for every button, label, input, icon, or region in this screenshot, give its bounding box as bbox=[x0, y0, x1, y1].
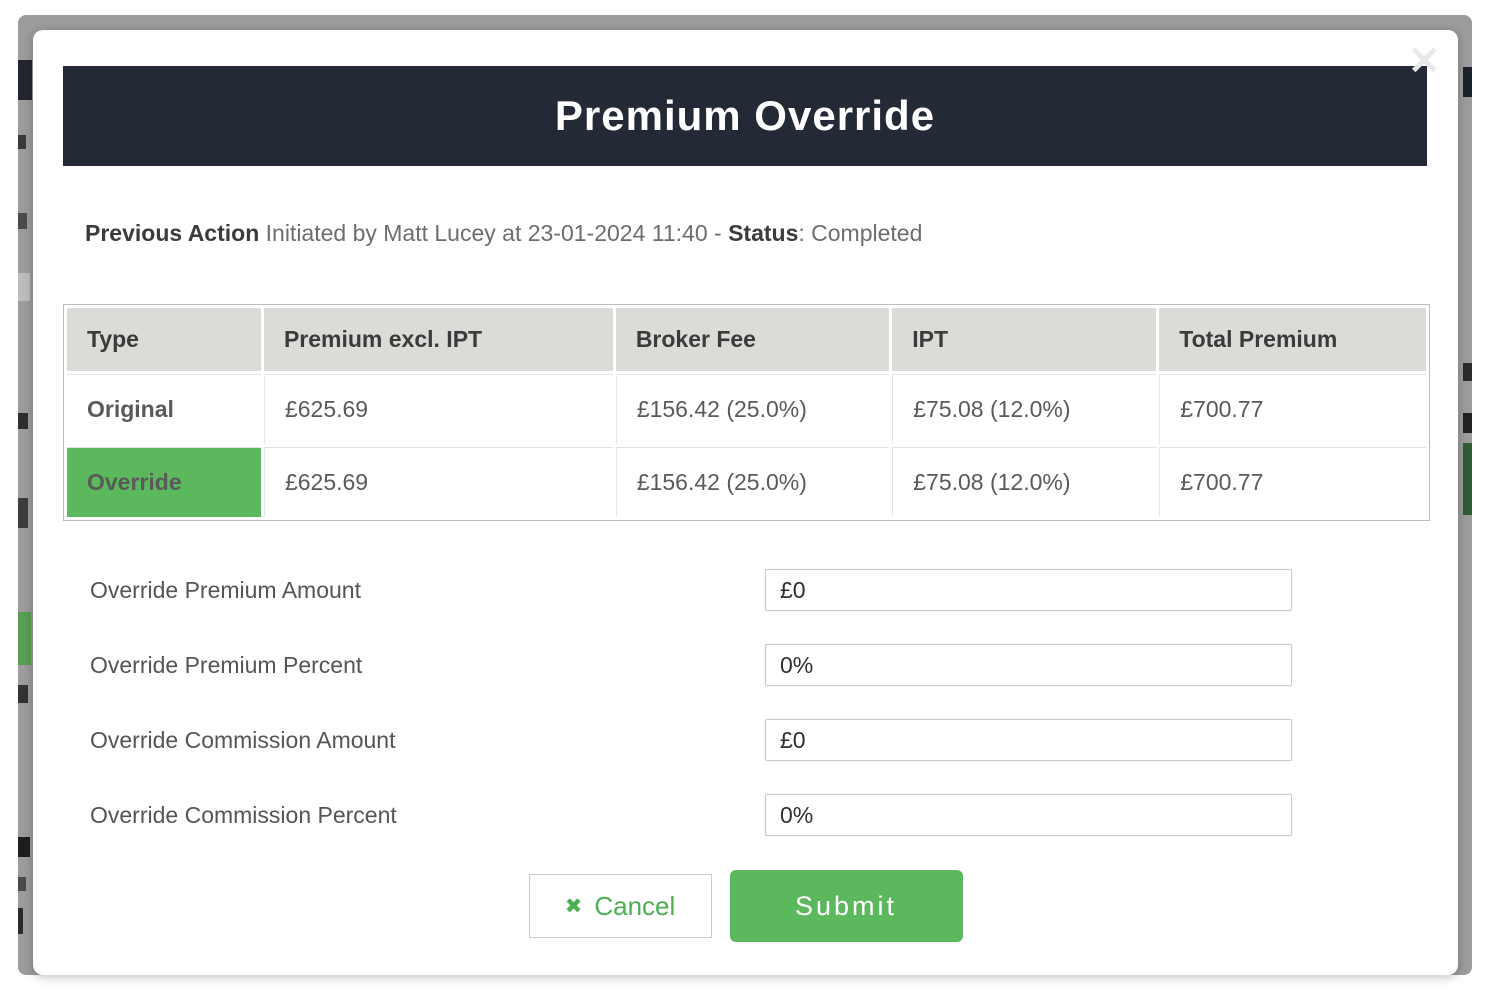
original-premium-excl-ipt: £625.69 bbox=[263, 374, 613, 444]
override-commission-percent-label: Override Commission Percent bbox=[90, 801, 397, 828]
occluded-page-fragment bbox=[1463, 67, 1472, 97]
occluded-page-fragment bbox=[18, 837, 30, 857]
override-form: Override Premium Amount Override Premium… bbox=[33, 569, 1458, 836]
original-total-premium: £700.77 bbox=[1159, 374, 1426, 444]
occluded-page-fragment bbox=[18, 685, 28, 703]
override-premium-amount-input[interactable] bbox=[765, 569, 1292, 611]
occluded-page-fragment bbox=[1463, 363, 1472, 381]
premium-override-modal: × Premium Override Previous Action Initi… bbox=[33, 30, 1458, 975]
previous-action-label: Previous Action bbox=[85, 220, 260, 246]
form-row-premium-percent: Override Premium Percent bbox=[90, 644, 1292, 686]
override-total-premium: £700.77 bbox=[1159, 447, 1426, 517]
override-premium-percent-input[interactable] bbox=[765, 644, 1292, 686]
cancel-button[interactable]: ✖ Cancel bbox=[528, 874, 712, 938]
submit-button[interactable]: Submit bbox=[729, 870, 963, 942]
occluded-page-fragment bbox=[18, 612, 31, 665]
override-broker-fee: £156.42 (25.0%) bbox=[615, 447, 890, 517]
original-broker-fee: £156.42 (25.0%) bbox=[615, 374, 890, 444]
override-premium-percent-label: Override Premium Percent bbox=[90, 651, 363, 678]
previous-action-detail: Initiated by Matt Lucey at 23-01-2024 11… bbox=[259, 220, 729, 246]
override-premium-excl-ipt: £625.69 bbox=[263, 447, 613, 517]
premium-table: Type Premium excl. IPT Broker Fee IPT To… bbox=[63, 304, 1430, 521]
status-value: : Completed bbox=[798, 220, 923, 246]
form-row-commission-amount: Override Commission Amount bbox=[90, 719, 1292, 761]
column-header-type: Type bbox=[67, 308, 261, 371]
cancel-button-label: Cancel bbox=[594, 890, 676, 921]
occluded-page-fragment bbox=[1463, 443, 1472, 515]
previous-action-status: Previous Action Initiated by Matt Lucey … bbox=[85, 220, 1458, 247]
table-row-override: Override £625.69 £156.42 (25.0%) £75.08 … bbox=[67, 447, 1426, 517]
modal-title: Premium Override bbox=[554, 92, 936, 139]
table-row-original: Original £625.69 £156.42 (25.0%) £75.08 … bbox=[67, 374, 1426, 444]
occluded-page-fragment bbox=[18, 498, 28, 528]
occluded-page-fragment bbox=[18, 213, 27, 229]
override-type-cell: Override bbox=[67, 447, 261, 517]
occluded-page-fragment bbox=[18, 135, 26, 149]
modal-header: Premium Override bbox=[63, 66, 1427, 166]
override-commission-percent-input[interactable] bbox=[765, 794, 1292, 836]
original-type-cell: Original bbox=[67, 374, 261, 444]
override-commission-amount-input[interactable] bbox=[765, 719, 1292, 761]
status-label: Status bbox=[728, 220, 799, 246]
form-row-commission-percent: Override Commission Percent bbox=[90, 794, 1292, 836]
column-header-premium-excl-ipt: Premium excl. IPT bbox=[263, 308, 613, 371]
override-premium-amount-label: Override Premium Amount bbox=[90, 576, 361, 603]
occluded-page-fragment bbox=[18, 273, 30, 301]
override-commission-amount-label: Override Commission Amount bbox=[90, 726, 396, 753]
override-ipt: £75.08 (12.0%) bbox=[892, 447, 1157, 517]
modal-actions: ✖ Cancel Submit bbox=[33, 870, 1458, 942]
occluded-page-fragment bbox=[18, 877, 26, 891]
table-header-row: Type Premium excl. IPT Broker Fee IPT To… bbox=[67, 308, 1426, 371]
original-ipt: £75.08 (12.0%) bbox=[892, 374, 1157, 444]
column-header-total-premium: Total Premium bbox=[1159, 308, 1426, 371]
column-header-broker-fee: Broker Fee bbox=[615, 308, 890, 371]
occluded-page-fragment bbox=[18, 413, 28, 429]
close-icon[interactable]: × bbox=[1406, 34, 1442, 83]
form-row-premium-amount: Override Premium Amount bbox=[90, 569, 1292, 611]
cancel-x-icon: ✖ bbox=[564, 894, 583, 918]
occluded-page-fragment bbox=[18, 908, 23, 934]
occluded-page-fragment bbox=[18, 60, 32, 100]
occluded-page-fragment bbox=[1463, 413, 1472, 433]
column-header-ipt: IPT bbox=[892, 308, 1157, 371]
